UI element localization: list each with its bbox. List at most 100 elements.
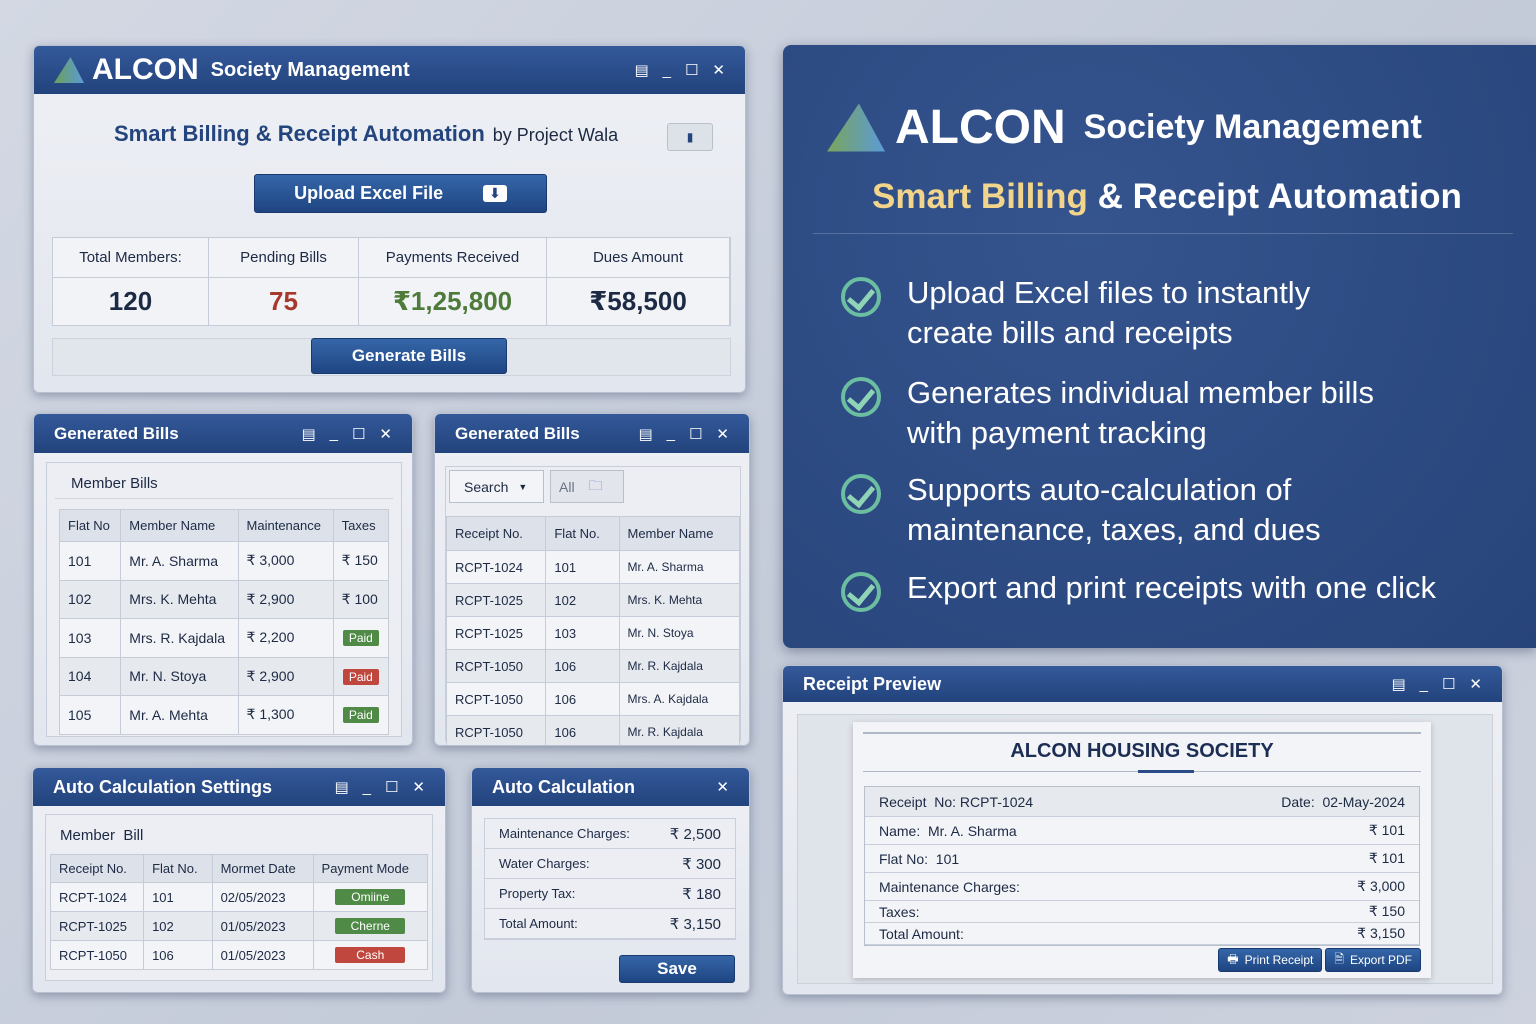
minimize-button[interactable]: _ (662, 61, 671, 79)
column-header[interactable]: Flat No (58, 509, 122, 542)
table-cell: 102 (58, 579, 122, 619)
column-header[interactable]: Flat No. (545, 516, 620, 551)
search-dropdown[interactable]: Search ▼ (449, 470, 544, 503)
upload-excel-button[interactable]: Upload Excel File ⬇ (254, 174, 547, 213)
subtitle: Smart Billing & Receipt Automation (114, 121, 485, 146)
close-button[interactable]: ✕ (379, 425, 392, 443)
table-cell: RCPT-1025 (445, 616, 547, 650)
menu-icon[interactable]: ▤ (334, 779, 349, 796)
menu-icon[interactable]: ▤ (638, 425, 653, 443)
calc-label: Maintenance Charges: (499, 826, 630, 841)
table-cell: RCPT-1050 (445, 715, 547, 745)
filter-all[interactable]: All 🗀 (550, 470, 624, 503)
receipt-value: ₹ 101 (1368, 850, 1405, 866)
table-cell: Mrs. K. Mehta (618, 583, 740, 617)
calculation-row: Maintenance Charges: ₹ 2,500 (485, 819, 735, 849)
column-header[interactable]: Flat No. (143, 854, 213, 883)
table-cell: 103 (545, 616, 620, 650)
menu-icon[interactable]: ▤ (634, 62, 649, 79)
minimize-button[interactable]: _ (329, 425, 338, 442)
table-cell: ₹ 100 (332, 579, 390, 619)
table-row[interactable]: RCPT-1025 103 Mr. N. Stoya (445, 616, 740, 650)
maximize-button[interactable]: ☐ (384, 779, 399, 796)
app-name: Society Management (210, 58, 410, 81)
receipt-row: Name: Mr. A. Sharma ₹ 101 (865, 817, 1419, 845)
table-row[interactable]: 105 Mr. A. Mehta ₹ 1,300 Paid (58, 695, 390, 735)
status-badge: Paid (342, 630, 379, 647)
receipt-label: Flat No: 101 (879, 850, 960, 867)
hero-brand: ALCON (895, 101, 1066, 154)
export-pdf-button[interactable]: 🗎 Export PDF (1325, 948, 1421, 972)
close-button[interactable]: ✕ (412, 779, 425, 796)
table-row[interactable]: RCPT-1024 101 02/05/2023 Omiine (49, 882, 429, 912)
menu-icon[interactable]: ▤ (1391, 676, 1406, 693)
table-cell: 102 (545, 583, 620, 617)
print-receipt-button[interactable]: 🖶 Print Receipt (1218, 948, 1323, 972)
window-title: Generated Bills (54, 423, 179, 443)
table-row[interactable]: RCPT-1024 101 Mr. A. Sharma (445, 550, 740, 584)
section-title: Member Bills (55, 463, 393, 499)
receipt-row: Total Amount: ₹ 3,150 (865, 923, 1419, 945)
calculation-row: Water Charges: ₹ 300 (485, 849, 735, 879)
stat-value: ₹1,25,800 (359, 278, 547, 325)
table-cell: 01/05/2023 (211, 940, 314, 970)
table-row[interactable]: RCPT-1050 106 Mr. R. Kajdala (445, 715, 740, 745)
table-cell: Mr. R. Kajdala (618, 649, 740, 683)
table-cell: Mr. A. Mehta (120, 695, 239, 735)
receipt-document: ALCON HOUSING SOCIETY Receipt No: RCPT-1… (853, 722, 1431, 978)
column-header[interactable]: Member Name (120, 509, 239, 542)
table-cell: Cherne (312, 911, 429, 941)
table-cell: ₹ 2,900 (237, 656, 334, 696)
table-row[interactable]: RCPT-1050 106 Mr. R. Kajdala (445, 649, 740, 683)
status-badge: Paid (342, 707, 379, 724)
close-button[interactable]: ✕ (712, 62, 725, 79)
close-button[interactable]: ✕ (716, 779, 729, 796)
column-header[interactable]: Mormet Date (211, 854, 314, 883)
stat-label: Payments Received (359, 238, 547, 278)
stat-value: ₹58,500 (547, 278, 730, 325)
close-button[interactable]: ✕ (716, 425, 729, 443)
calc-value: ₹ 2,500 (669, 825, 721, 843)
minimize-button[interactable]: _ (666, 425, 675, 442)
by-line: by Project Wala (492, 125, 619, 145)
table-row[interactable]: 101 Mr. A. Sharma ₹ 3,000 ₹ 150 (58, 541, 390, 581)
menu-icon[interactable]: ▤ (301, 425, 316, 443)
feature-line: with payment tracking (907, 415, 1207, 450)
minimize-button[interactable]: _ (362, 778, 371, 796)
receipts-table: Receipt No. Flat No. Member Name RCPT-1024 1… (445, 516, 740, 745)
feature-line: Supports auto-calculation of (907, 472, 1292, 507)
table-row[interactable]: RCPT-1050 106 01/05/2023 Cash (49, 940, 429, 970)
stats-table: Total Members: Pending Bills Payments Rece… (52, 237, 731, 326)
table-cell: 106 (545, 682, 620, 716)
receipt-label: Total Amount: (879, 925, 964, 942)
status-badge: Paid (342, 668, 379, 685)
column-header[interactable]: Payment Mode (312, 854, 429, 883)
maximize-button[interactable]: ☐ (351, 425, 366, 443)
column-header[interactable]: Member Name (618, 516, 740, 551)
table-row[interactable]: RCPT-1050 106 Mrs. A. Kajdala (445, 682, 740, 716)
stat-value: 120 (53, 278, 209, 325)
table-row[interactable]: 104 Mr. N. Stoya ₹ 2,900 Paid (58, 656, 390, 696)
window-title: Auto Calculation (492, 776, 635, 797)
column-header[interactable]: Receipt No. (445, 516, 547, 551)
close-button[interactable]: ✕ (1469, 676, 1482, 693)
column-header[interactable]: Maintenance (237, 509, 334, 542)
column-header[interactable]: Receipt No. (49, 854, 145, 883)
table-cell: 103 (58, 618, 122, 658)
table-row[interactable]: 102 Mrs. K. Mehta ₹ 2,900 ₹ 100 (58, 579, 390, 619)
receipt-date: Date: 02-May-2024 (1281, 793, 1405, 810)
column-header[interactable]: Taxes (332, 509, 390, 542)
table-row[interactable]: RCPT-1025 102 Mrs. K. Mehta (445, 583, 740, 617)
table-row[interactable]: RCPT-1025 102 01/05/2023 Cherne (49, 911, 429, 941)
generate-bills-button[interactable]: Generate Bills (311, 338, 507, 374)
minimize-button[interactable]: _ (1419, 675, 1428, 693)
table-row[interactable]: 103 Mrs. R. Kajdala ₹ 2,200 Paid (58, 618, 390, 658)
brand: ALCON (92, 53, 199, 86)
document-icon-button[interactable]: ▮ (667, 123, 713, 151)
save-button[interactable]: Save (619, 955, 735, 983)
maximize-button[interactable]: ☐ (688, 425, 703, 443)
maximize-button[interactable]: ☐ (1441, 676, 1456, 693)
payment-mode-badge: Omiine (335, 889, 406, 905)
receipt-value: ₹ 101 (1368, 822, 1405, 838)
maximize-button[interactable]: ☐ (684, 62, 699, 79)
